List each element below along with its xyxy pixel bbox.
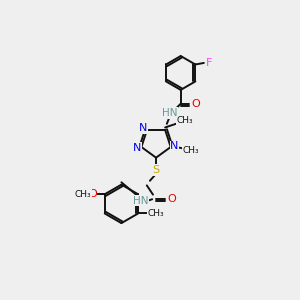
Text: CH₃: CH₃ — [148, 209, 164, 218]
Text: S: S — [152, 165, 160, 175]
Text: O: O — [88, 189, 97, 199]
Text: HN: HN — [162, 108, 178, 118]
Text: O: O — [192, 99, 200, 109]
Text: HN: HN — [133, 196, 148, 206]
Text: O: O — [167, 194, 176, 204]
Text: N: N — [139, 123, 147, 133]
Text: N: N — [133, 143, 141, 153]
Text: CH₃: CH₃ — [182, 146, 199, 154]
Text: N: N — [170, 141, 179, 151]
Text: CH₃: CH₃ — [176, 116, 193, 125]
Text: CH₃: CH₃ — [75, 190, 92, 199]
Text: F: F — [206, 58, 212, 68]
